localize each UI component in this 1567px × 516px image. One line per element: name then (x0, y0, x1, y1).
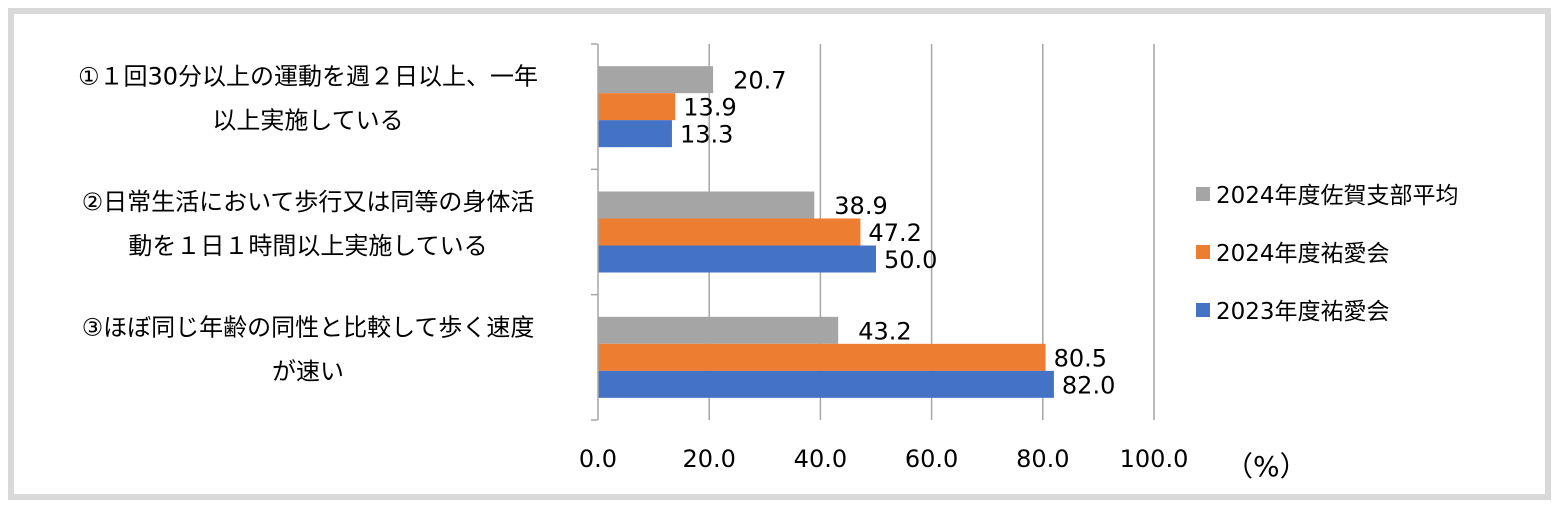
category-label: 以上実施している (212, 107, 403, 135)
x-tick-label: 100.0 (1120, 445, 1189, 473)
category-axis (591, 43, 599, 421)
bar (598, 66, 714, 94)
bars (598, 66, 1054, 398)
legend-entry: 2024年度佐賀支部平均 (1216, 183, 1459, 209)
category-label: ①１回30分以上の運動を週２日以上、一年 (78, 63, 538, 91)
category-label: が速い (272, 357, 344, 385)
category-label: 動を１日１時間以上実施している (128, 232, 487, 260)
data-label: 80.5 (1054, 344, 1107, 372)
data-label: 50.0 (884, 246, 937, 274)
bar (598, 343, 1046, 371)
bar (598, 245, 876, 273)
bar (598, 370, 1054, 398)
data-label: 13.9 (683, 94, 736, 122)
bar (598, 93, 676, 121)
data-label: 47.2 (868, 219, 921, 247)
x-tick-label: 60.0 (905, 445, 958, 473)
data-label: 20.7 (733, 67, 786, 95)
data-labels: 20.713.913.3 38.947.250.0 43.2 80.582.0 (680, 67, 1115, 400)
category-label: ②日常生活において歩行又は同等の身体活 (82, 188, 535, 216)
bar (598, 120, 672, 148)
x-tick-label: 80.0 (1016, 445, 1069, 473)
legend: 2024年度佐賀支部平均 2024年度祐愛会 2023年度祐愛会 (1196, 183, 1459, 325)
x-tick-label: 0.0 (579, 445, 617, 473)
category-label: ③ほぼ同じ年齢の同性と比較して歩く速度 (82, 313, 535, 341)
legend-entry: 2024年度祐愛会 (1216, 241, 1390, 267)
legend-entry: 2023年度祐愛会 (1216, 299, 1390, 325)
legend-swatch (1196, 245, 1210, 259)
x-tick-label: 40.0 (794, 445, 847, 473)
data-label: 82.0 (1062, 371, 1115, 399)
data-label: 38.9 (834, 192, 887, 220)
bar (598, 316, 839, 344)
legend-swatch (1196, 187, 1210, 201)
x-tick-label: 20.0 (682, 445, 735, 473)
unit-label: （%） (1225, 450, 1308, 483)
x-tick-labels: 0.0 20.0 40.0 60.0 80.0 100.0 (579, 445, 1188, 473)
data-label: 43.2 (858, 317, 911, 345)
bar (598, 218, 861, 246)
bar (598, 191, 815, 219)
data-label: 13.3 (680, 121, 733, 149)
legend-swatch (1196, 303, 1210, 317)
